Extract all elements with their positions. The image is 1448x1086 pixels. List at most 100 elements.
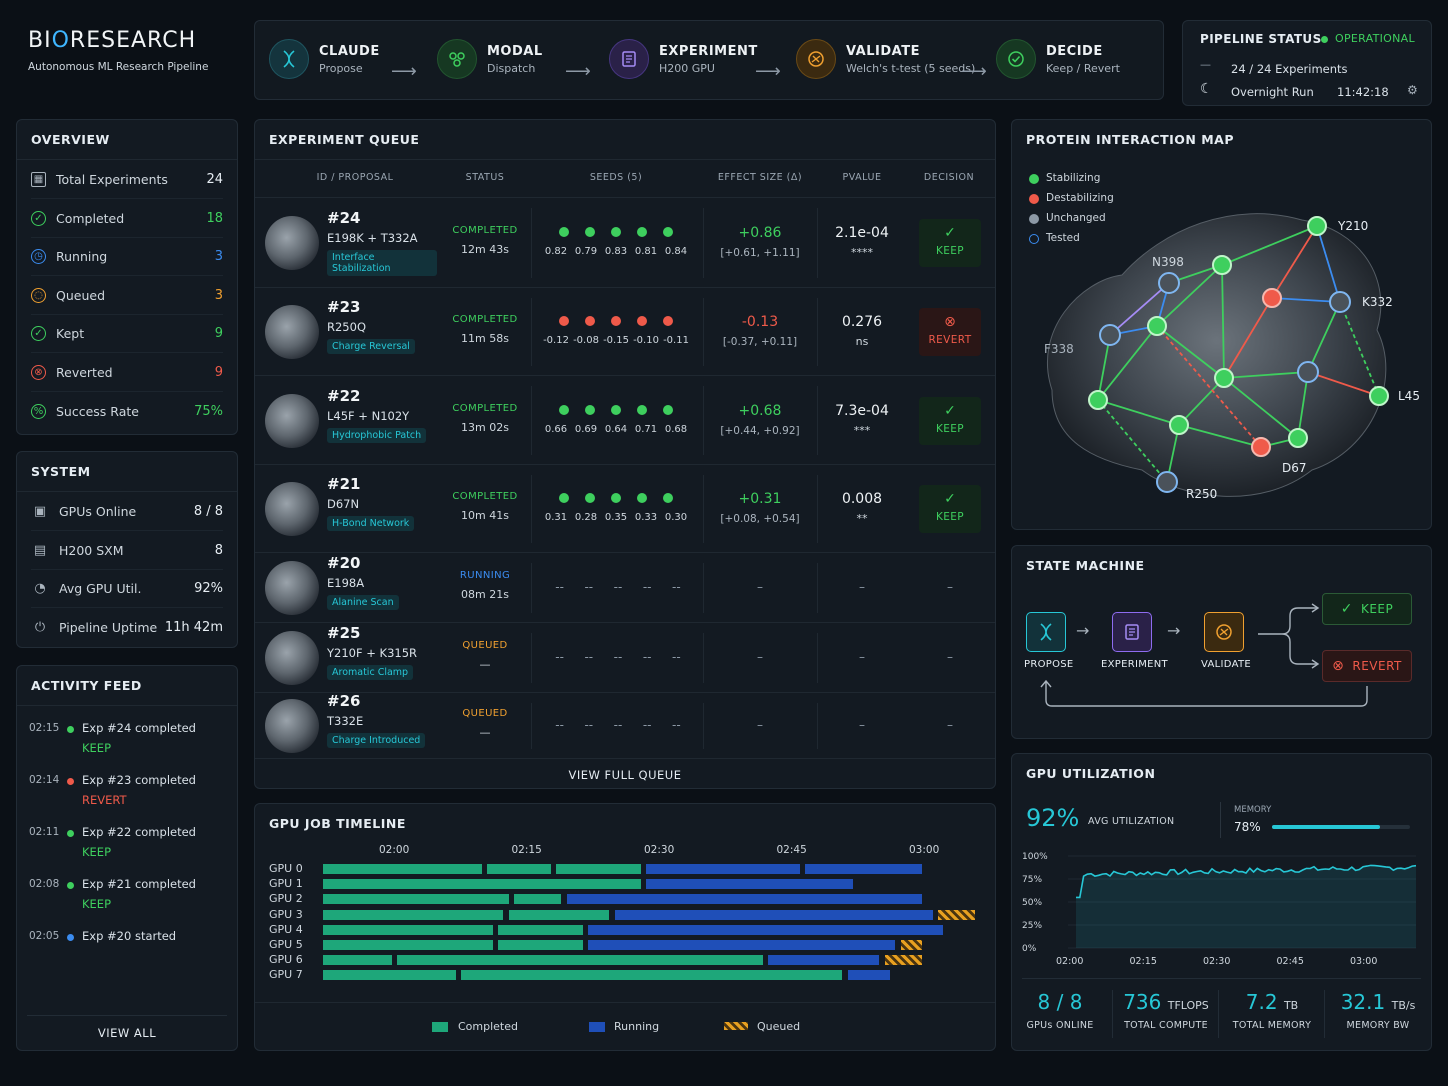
label-l45: L45 bbox=[1398, 389, 1420, 403]
queue-row[interactable]: #20 E198A Alanine Scan RUNNING 08m 21s -- -- --… bbox=[255, 552, 995, 622]
node-r250 bbox=[1156, 471, 1178, 493]
job-bar-completed[interactable] bbox=[323, 909, 504, 920]
legend-label: Tested bbox=[1046, 232, 1080, 244]
validate-node[interactable] bbox=[1204, 612, 1244, 652]
util-area bbox=[1076, 865, 1416, 948]
job-bar-completed[interactable] bbox=[460, 970, 843, 981]
validate-icon bbox=[1216, 624, 1232, 640]
overview-value: 18 bbox=[206, 210, 223, 226]
keep-button[interactable]: ✓ KEEP bbox=[919, 219, 981, 267]
brand-logo: BIORESEARCH Autonomous ML Research Pipel… bbox=[28, 28, 208, 73]
job-bar-completed[interactable] bbox=[323, 879, 641, 890]
pipeline-step-validate[interactable]: VALIDATE Welch's t-test (5 seeds) bbox=[796, 39, 975, 79]
queue-row[interactable]: #22 L45F + N102Y Hydrophobic Patch COMPLETE… bbox=[255, 375, 995, 464]
seed-value: -0.15 bbox=[603, 335, 629, 346]
status-cell: COMPLETED 12m 43s bbox=[435, 225, 535, 256]
status-duration: — bbox=[479, 726, 491, 739]
revert-state[interactable]: ⊗ REVERT bbox=[1322, 650, 1412, 682]
job-bar-completed[interactable] bbox=[497, 940, 583, 950]
seed-value: -0.11 bbox=[663, 335, 689, 346]
divider bbox=[531, 563, 532, 613]
feed-item[interactable]: 02:14 Exp #23 completed REVERT bbox=[29, 773, 227, 814]
job-bar-completed[interactable] bbox=[323, 924, 493, 935]
util-ytick: 50% bbox=[1022, 898, 1042, 908]
job-bar-running[interactable] bbox=[768, 955, 880, 966]
experiment-node[interactable] bbox=[1112, 612, 1152, 652]
divider bbox=[1324, 990, 1325, 1038]
keep-state[interactable]: ✓ KEEP bbox=[1322, 593, 1412, 625]
seed-dot bbox=[663, 404, 673, 415]
job-bar-running[interactable] bbox=[588, 940, 896, 950]
queue-row[interactable]: #25 Y210F + K315R Aromatic Clamp QUEUED — -- -… bbox=[255, 622, 995, 692]
job-bar-running[interactable] bbox=[805, 864, 922, 874]
seed-dot bbox=[585, 404, 595, 415]
confidence-interval: [+0.61, +1.11] bbox=[720, 247, 800, 259]
view-full-queue-button[interactable]: VIEW FULL QUEUE bbox=[568, 768, 682, 782]
divider bbox=[1022, 978, 1421, 979]
view-all-button[interactable]: VIEW ALL bbox=[97, 1026, 157, 1040]
job-bar-completed[interactable] bbox=[323, 955, 392, 966]
decision-label: REVERT bbox=[928, 334, 972, 346]
legend-label: Destabilizing bbox=[1046, 192, 1114, 204]
seed-dot bbox=[663, 493, 673, 503]
job-bar-completed[interactable] bbox=[323, 970, 456, 981]
job-bar-completed[interactable] bbox=[323, 894, 509, 905]
keep-button[interactable]: ✓ KEEP bbox=[919, 396, 981, 445]
job-bar-completed[interactable] bbox=[556, 864, 641, 874]
queue-row[interactable]: #21 D67N H-Bond Network COMPLETED 10m 41s 0.3… bbox=[255, 464, 995, 552]
job-bar-running[interactable] bbox=[614, 909, 933, 920]
mutation: Y210F + K315R bbox=[327, 646, 418, 660]
pipeline-step-experiment[interactable]: EXPERIMENT H200 GPU bbox=[609, 39, 758, 79]
job-bar-completed[interactable] bbox=[397, 955, 763, 966]
label-f338: F338 bbox=[1044, 342, 1074, 356]
job-bar-queued[interactable] bbox=[900, 940, 922, 950]
overview-row-kept: ✓ Kept 9 bbox=[31, 315, 223, 353]
job-bar-completed[interactable] bbox=[323, 864, 482, 874]
divider bbox=[817, 475, 818, 543]
pipeline-step-claude[interactable]: CLAUDE Propose bbox=[269, 39, 380, 79]
job-bar-completed[interactable] bbox=[497, 924, 583, 935]
queue-row[interactable]: #26 T332E Charge Introduced QUEUED — -- -- -- --… bbox=[255, 692, 995, 758]
seed-dot bbox=[637, 493, 647, 503]
job-bar-running[interactable] bbox=[566, 894, 922, 905]
seed-value: 0.71 bbox=[634, 423, 658, 435]
propose-node[interactable] bbox=[1026, 612, 1066, 652]
gpu-icon: ▣ bbox=[33, 504, 47, 519]
pipeline-step-decide[interactable]: DECIDE Keep / Revert bbox=[996, 39, 1120, 79]
dna-icon bbox=[269, 39, 309, 79]
status-badge: COMPLETED bbox=[452, 314, 518, 325]
proposal-tag: Hydrophobic Patch bbox=[327, 427, 427, 443]
feed-item[interactable]: 02:08 Exp #21 completed KEEP bbox=[29, 877, 227, 918]
system-panel: SYSTEM ▣ GPUs Online 8 / 8 ▤ H200 SXM 8 ◔ Avg G… bbox=[16, 451, 238, 648]
effect-pending: – bbox=[757, 580, 763, 594]
gpu-stat: 736 TFLOPS TOTAL COMPUTE bbox=[1116, 990, 1216, 1031]
job-bar-queued[interactable] bbox=[884, 955, 922, 966]
queue-row[interactable]: #23 R250Q Charge Reversal COMPLETED 11m 58s -… bbox=[255, 287, 995, 375]
system-row: ▣ GPUs Online 8 / 8 bbox=[31, 493, 223, 531]
status-duration: 11m 58s bbox=[461, 332, 509, 345]
keep-button[interactable]: ✓ KEEP bbox=[919, 485, 981, 533]
job-bar-running[interactable] bbox=[847, 970, 891, 981]
chip-icon bbox=[609, 39, 649, 79]
protein-thumbnail bbox=[265, 393, 319, 448]
significance: ** bbox=[856, 512, 868, 525]
revert-button[interactable]: ⊗ REVERT bbox=[919, 308, 981, 356]
pipeline-step-modal[interactable]: MODAL Dispatch bbox=[437, 39, 543, 79]
job-bar-completed[interactable] bbox=[513, 894, 562, 905]
job-bar-running[interactable] bbox=[646, 864, 800, 874]
feed-item[interactable]: 02:15 Exp #24 completed KEEP bbox=[29, 721, 227, 762]
queue-row[interactable]: #24 E198K + T332A Interface Stabilization C… bbox=[255, 197, 995, 287]
job-bar-completed[interactable] bbox=[508, 909, 610, 920]
divider bbox=[817, 298, 818, 366]
job-bar-running[interactable] bbox=[646, 879, 853, 890]
settings-icon[interactable]: ⚙ bbox=[1407, 83, 1418, 97]
job-bar-completed[interactable] bbox=[487, 864, 551, 874]
job-bar-completed[interactable] bbox=[323, 940, 493, 950]
state-machine-title: STATE MACHINE bbox=[1026, 558, 1145, 573]
feed-item[interactable]: 02:11 Exp #22 completed KEEP bbox=[29, 825, 227, 866]
col-header-effect: EFFECT SIZE (Δ) bbox=[717, 172, 803, 183]
job-bar-queued[interactable] bbox=[937, 909, 975, 920]
gpu-stat-label: TOTAL MEMORY bbox=[1232, 1020, 1312, 1031]
job-bar-running[interactable] bbox=[588, 924, 944, 935]
feed-item[interactable]: 02:05 Exp #20 started bbox=[29, 929, 227, 970]
